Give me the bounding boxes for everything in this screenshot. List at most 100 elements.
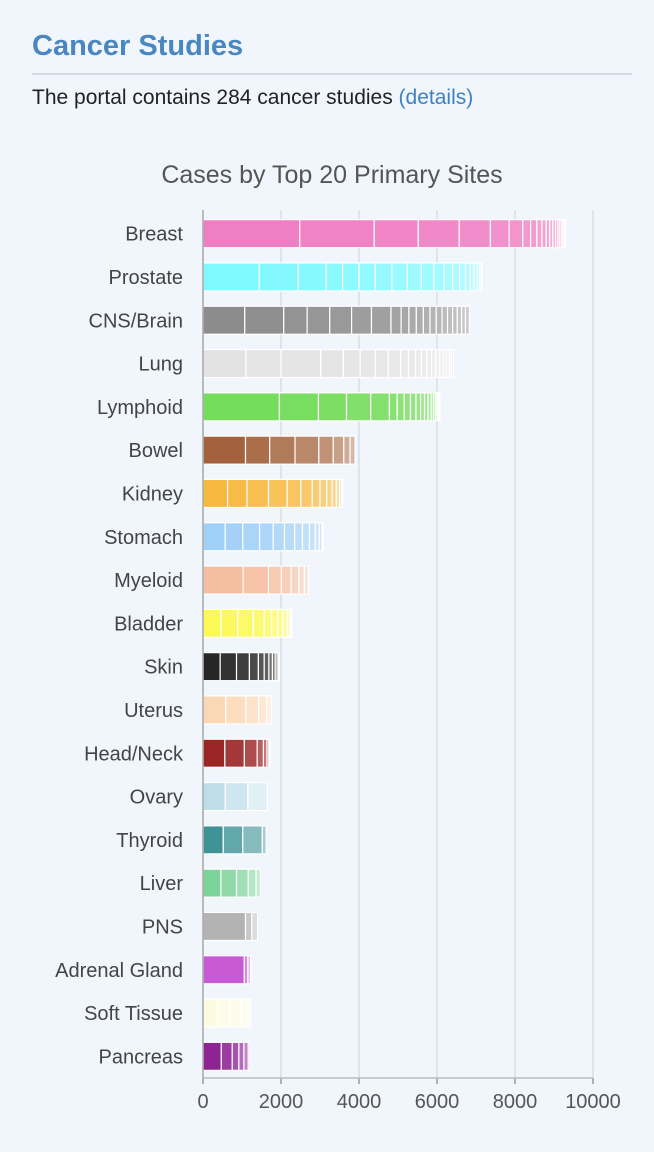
- bar-segment-skin-1[interactable]: [202, 652, 221, 682]
- bar-segment-kidney-1[interactable]: [202, 478, 229, 509]
- bar-segment-stomach-5[interactable]: [272, 522, 286, 552]
- bar-segment-soft-tissue-1[interactable]: [202, 998, 219, 1028]
- bar-segment-uterus-3[interactable]: [245, 695, 260, 725]
- bar-segment-bladder-8[interactable]: [282, 608, 288, 638]
- bar-segment-kidney-3[interactable]: [246, 478, 270, 509]
- bar-segment-myeloid-3[interactable]: [267, 565, 282, 595]
- bar-segment-prostate-6[interactable]: [358, 262, 376, 292]
- bar-segment-pns-2[interactable]: [244, 911, 253, 942]
- bar-segment-bladder-7[interactable]: [277, 608, 284, 638]
- bar-segment-cns-brain-15[interactable]: [441, 305, 449, 335]
- bar-segment-cns-brain-9[interactable]: [400, 305, 410, 335]
- bar-segment-thyroid-2[interactable]: [222, 825, 244, 855]
- bar-segment-breast-6[interactable]: [489, 219, 510, 249]
- bar-segment-lung-9[interactable]: [400, 348, 410, 379]
- bar-segment-cns-brain-10[interactable]: [408, 305, 417, 335]
- bar-segment-bowel-2[interactable]: [244, 435, 271, 465]
- bar-segment-bowel-4[interactable]: [294, 435, 320, 465]
- bar-segment-prostate-20[interactable]: [480, 262, 483, 292]
- bar-segment-stomach-2[interactable]: [224, 522, 244, 552]
- bar-segment-cns-brain-20[interactable]: [464, 305, 470, 335]
- bar-segment-lymphoid-9[interactable]: [409, 392, 417, 422]
- bar-segment-uterus-2[interactable]: [225, 695, 247, 725]
- bar-segment-kidney-13[interactable]: [340, 478, 344, 509]
- bar-segment-skin-5[interactable]: [257, 652, 265, 682]
- bar-segment-cns-brain-4[interactable]: [306, 305, 331, 335]
- bar-segment-kidney-6[interactable]: [300, 478, 313, 509]
- bar-myeloid[interactable]: [202, 565, 309, 595]
- bar-segment-head-neck-2[interactable]: [224, 738, 245, 768]
- bar-segment-cns-brain-18[interactable]: [456, 305, 463, 335]
- bar-segment-pancreas-5[interactable]: [243, 1041, 249, 1071]
- bar-segment-prostate-4[interactable]: [325, 262, 344, 292]
- bar-segment-breast-9[interactable]: [529, 219, 538, 249]
- bar-segment-uterus-5[interactable]: [265, 695, 272, 725]
- bar-segment-lung-1[interactable]: [202, 348, 247, 379]
- bar-segment-liver-3[interactable]: [235, 868, 249, 898]
- bar-stomach[interactable]: [202, 522, 324, 552]
- bar-segment-myeloid-5[interactable]: [290, 565, 300, 595]
- bar-segment-stomach-12[interactable]: [321, 522, 324, 552]
- bar-segment-lung-13[interactable]: [426, 348, 433, 379]
- bar-segment-ovary-3[interactable]: [247, 781, 268, 812]
- bar-segment-bladder-2[interactable]: [220, 608, 239, 638]
- bar-segment-prostate-11[interactable]: [433, 262, 445, 292]
- bar-segment-liver-2[interactable]: [220, 868, 238, 898]
- bar-segment-bowel-3[interactable]: [269, 435, 296, 465]
- bar-soft-tissue[interactable]: [202, 998, 252, 1028]
- bar-segment-lymphoid-6[interactable]: [388, 392, 398, 422]
- bar-segment-kidney-8[interactable]: [319, 478, 328, 509]
- bar-segment-pns-3[interactable]: [251, 911, 259, 942]
- bar-segment-lymphoid-5[interactable]: [370, 392, 391, 422]
- bar-pancreas[interactable]: [202, 1041, 251, 1071]
- bar-kidney[interactable]: [202, 478, 344, 509]
- bar-segment-bowel-5[interactable]: [318, 435, 334, 465]
- bar-segment-lung-11[interactable]: [414, 348, 422, 379]
- bar-segment-bowel-1[interactable]: [202, 435, 247, 465]
- bar-segment-lung-20[interactable]: [450, 348, 455, 379]
- bar-segment-stomach-8[interactable]: [301, 522, 311, 552]
- bar-segment-prostate-14[interactable]: [459, 262, 467, 292]
- bar-segment-lung-3[interactable]: [280, 348, 322, 379]
- bar-segment-head-neck-7[interactable]: [268, 738, 271, 768]
- bar-segment-liver-1[interactable]: [202, 868, 222, 898]
- bar-segment-myeloid-6[interactable]: [298, 565, 306, 595]
- bar-segment-breast-1[interactable]: [202, 219, 301, 249]
- bar-segment-soft-tissue-2[interactable]: [216, 998, 231, 1028]
- bar-segment-uterus-1[interactable]: [202, 695, 227, 725]
- bar-segment-myeloid-1[interactable]: [202, 565, 244, 595]
- bar-segment-prostate-8[interactable]: [391, 262, 408, 292]
- bar-segment-lymphoid-3[interactable]: [317, 392, 348, 422]
- bar-segment-cns-brain-13[interactable]: [429, 305, 437, 335]
- bar-segment-breast-5[interactable]: [458, 219, 492, 249]
- bar-segment-stomach-3[interactable]: [242, 522, 261, 552]
- bar-segment-breast-2[interactable]: [299, 219, 375, 249]
- bar-segment-kidney-10[interactable]: [331, 478, 337, 509]
- bar-segment-liver-4[interactable]: [247, 868, 257, 898]
- bar-segment-pancreas-1[interactable]: [202, 1041, 222, 1071]
- bar-segment-cns-brain-16[interactable]: [446, 305, 454, 335]
- bar-segment-lung-12[interactable]: [420, 348, 428, 379]
- bar-pns[interactable]: [202, 911, 259, 942]
- bar-segment-lymphoid-7[interactable]: [396, 392, 405, 422]
- bar-segment-bladder-3[interactable]: [237, 608, 254, 638]
- bar-segment-cns-brain-1[interactable]: [202, 305, 246, 335]
- bar-segment-lymphoid-10[interactable]: [415, 392, 422, 422]
- bar-segment-lymphoid-8[interactable]: [403, 392, 412, 422]
- bar-segment-adrenal-gland-1[interactable]: [202, 955, 245, 985]
- bar-segment-uterus-4[interactable]: [258, 695, 268, 725]
- bar-segment-pancreas-2[interactable]: [220, 1041, 233, 1071]
- details-link[interactable]: (details): [398, 86, 474, 109]
- bar-segment-breast-3[interactable]: [373, 219, 419, 249]
- bar-segment-cns-brain-17[interactable]: [452, 305, 458, 335]
- bar-segment-cns-brain-3[interactable]: [283, 305, 308, 335]
- bar-segment-lung-6[interactable]: [359, 348, 376, 379]
- bar-segment-pancreas-4[interactable]: [238, 1041, 245, 1071]
- bar-segment-head-neck-4[interactable]: [256, 738, 265, 768]
- bar-segment-stomach-9[interactable]: [308, 522, 316, 552]
- bar-segment-cns-brain-11[interactable]: [415, 305, 424, 335]
- bar-segment-prostate-13[interactable]: [452, 262, 461, 292]
- bar-segment-skin-6[interactable]: [263, 652, 270, 682]
- bar-liver[interactable]: [202, 868, 261, 898]
- bar-segment-lymphoid-4[interactable]: [345, 392, 372, 422]
